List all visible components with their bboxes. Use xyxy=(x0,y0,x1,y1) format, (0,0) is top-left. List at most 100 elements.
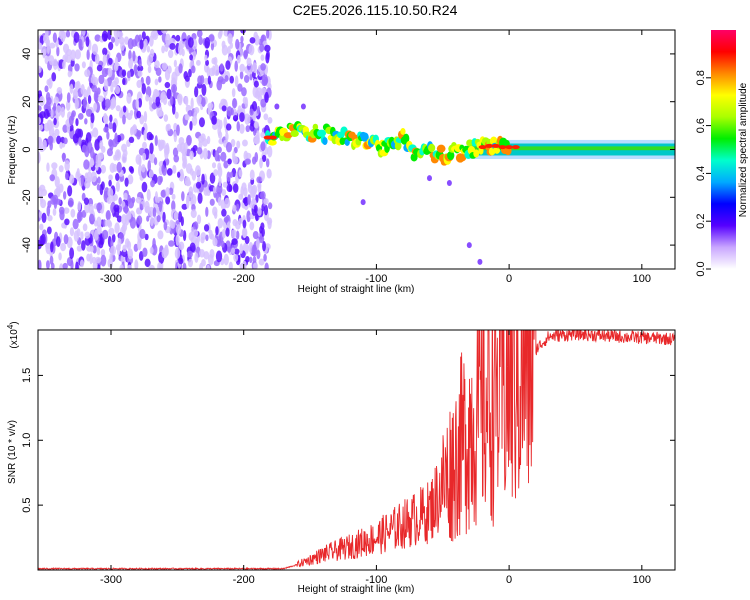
noise-speckle xyxy=(234,60,238,72)
noise-speckle xyxy=(260,131,266,139)
noise-speckle xyxy=(70,49,76,61)
noise-speckle xyxy=(38,151,41,164)
noise-speckle xyxy=(239,63,245,73)
noise-speckle xyxy=(146,215,150,222)
noise-speckle xyxy=(264,44,271,52)
noise-speckle xyxy=(138,164,143,177)
noise-speckle xyxy=(252,62,258,74)
noise-speckle xyxy=(84,202,91,214)
noise-speckle xyxy=(56,46,60,57)
noise-speckle xyxy=(69,247,75,260)
noise-speckle xyxy=(176,124,180,136)
noise-speckle xyxy=(212,186,217,194)
chart-title: C2E5.2026.115.10.50.R24 xyxy=(292,2,458,18)
noise-speckle xyxy=(215,226,219,236)
x-tick-label: 0 xyxy=(506,574,512,586)
noise-speckle xyxy=(263,253,267,262)
noise-speckle xyxy=(39,111,46,119)
snr-series-line xyxy=(38,330,675,570)
noise-speckle xyxy=(113,154,118,161)
noise-speckle xyxy=(81,240,86,251)
noise-speckle xyxy=(38,211,43,219)
noise-speckle xyxy=(109,252,113,264)
noise-speckle xyxy=(63,207,70,214)
noise-speckle xyxy=(126,240,132,251)
noise-speckle xyxy=(228,261,233,269)
noise-speckle xyxy=(191,65,196,74)
noise-speckle xyxy=(163,221,168,231)
noise-speckle xyxy=(154,78,159,86)
noise-speckle xyxy=(176,143,183,152)
noise-speckle xyxy=(90,112,95,124)
noise-speckle xyxy=(186,250,193,258)
noise-speckle xyxy=(141,181,148,193)
noise-speckle xyxy=(250,185,256,197)
noise-speckle xyxy=(223,197,231,209)
noise-speckle xyxy=(161,30,168,34)
ridge-hot-spot xyxy=(505,145,514,150)
noise-speckle xyxy=(260,222,265,230)
noise-speckle xyxy=(245,125,251,133)
noise-speckle xyxy=(251,244,258,257)
x-tick-label: -300 xyxy=(100,574,122,586)
noise-speckle xyxy=(92,127,99,138)
noise-speckle xyxy=(71,110,76,118)
ridge-blob xyxy=(394,141,402,151)
noise-speckle xyxy=(170,220,176,229)
noise-speckle xyxy=(199,249,205,258)
ridge-blob xyxy=(344,138,350,146)
noise-speckle xyxy=(178,257,184,265)
noise-speckle xyxy=(249,256,253,264)
noise-speckle xyxy=(96,183,101,191)
noise-speckle xyxy=(60,242,67,252)
noise-speckle xyxy=(67,70,72,78)
noise-speckle xyxy=(205,234,209,242)
noise-speckle xyxy=(130,125,137,135)
noise-speckle xyxy=(174,111,179,119)
noise-speckle xyxy=(231,238,238,246)
noise-speckle xyxy=(83,197,90,206)
noise-speckle xyxy=(221,189,227,196)
noise-speckle xyxy=(114,207,120,218)
noise-speckle xyxy=(87,94,92,105)
outlier-blob xyxy=(360,199,366,206)
noise-speckle xyxy=(58,165,64,173)
ridge-hot-spot xyxy=(498,145,507,150)
noise-speckle xyxy=(127,264,132,269)
noise-speckle xyxy=(76,211,83,222)
x-tick-label: -100 xyxy=(365,574,387,586)
noise-speckle xyxy=(122,149,128,158)
y-tick-label: -20 xyxy=(21,189,33,205)
noise-speckle xyxy=(86,253,91,262)
noise-speckle xyxy=(45,101,51,111)
noise-speckle xyxy=(97,176,101,184)
noise-speckle xyxy=(196,59,201,66)
noise-speckle xyxy=(184,75,190,82)
noise-speckle xyxy=(129,166,135,174)
noise-speckle xyxy=(164,81,171,89)
noise-speckle xyxy=(58,252,62,261)
noise-speckle xyxy=(106,131,110,140)
noise-speckle xyxy=(166,88,172,100)
noise-speckle xyxy=(62,43,70,54)
noise-speckle xyxy=(124,177,129,187)
noise-speckle xyxy=(69,227,75,237)
noise-speckle xyxy=(257,184,262,194)
x-tick-label: 0 xyxy=(506,273,512,285)
noise-speckle xyxy=(176,93,183,104)
noise-speckle xyxy=(158,200,163,213)
ridge-blob xyxy=(402,133,410,144)
noise-speckle xyxy=(108,121,114,130)
noise-speckle xyxy=(110,83,114,93)
noise-speckle xyxy=(228,184,233,193)
noise-speckle xyxy=(249,221,255,231)
noise-speckle xyxy=(265,158,270,168)
noise-speckle xyxy=(62,191,67,200)
noise-speckle xyxy=(235,203,240,212)
noise-speckle xyxy=(185,179,192,187)
noise-speckle xyxy=(50,262,55,269)
noise-speckle xyxy=(124,214,130,226)
noise-speckle xyxy=(53,117,57,126)
noise-speckle xyxy=(220,240,225,248)
noise-speckle xyxy=(182,262,187,269)
